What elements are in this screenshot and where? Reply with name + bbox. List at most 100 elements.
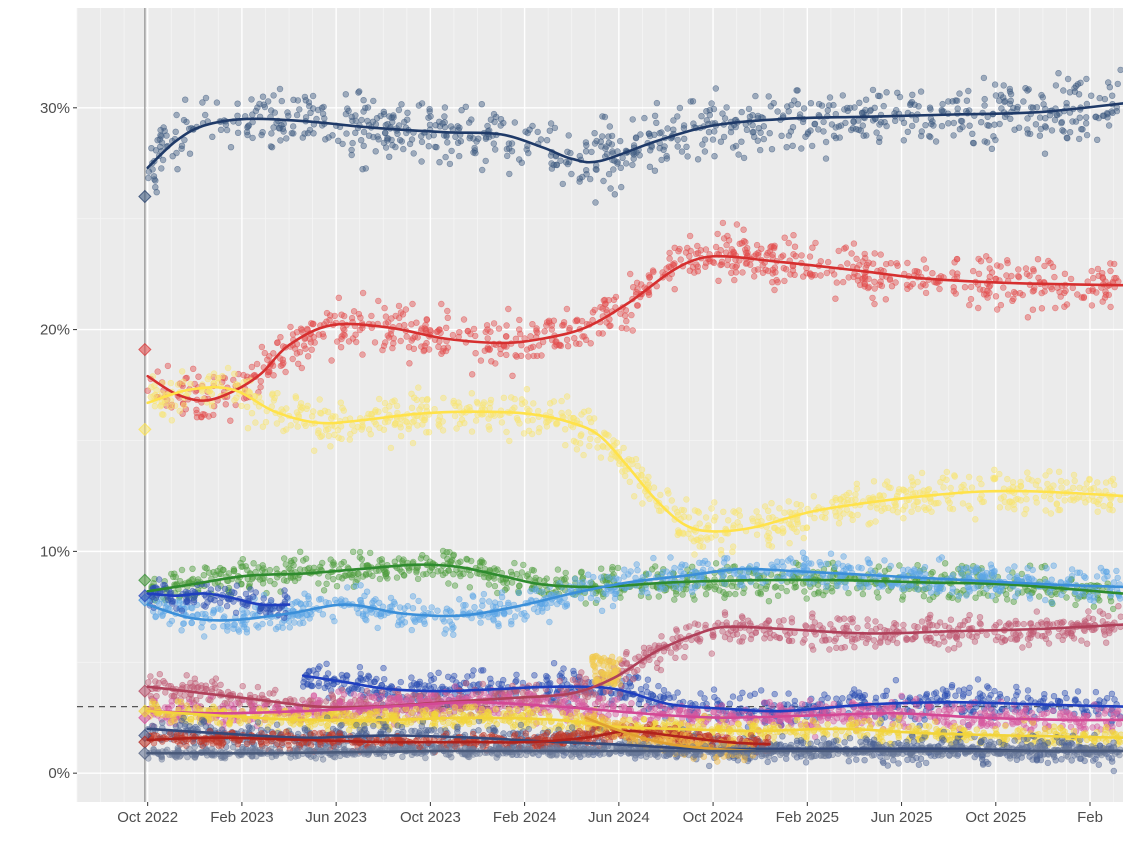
poll-point [396,136,404,144]
poll-point [400,571,407,579]
poll-point [1048,127,1056,134]
poll-point [826,94,834,101]
poll-point [932,138,940,145]
poll-point [421,682,429,689]
poll-point [1041,150,1049,157]
poll-point [928,508,935,515]
poll-point [728,582,736,590]
poll-point [831,563,839,570]
poll-point [304,353,312,360]
poll-point [683,143,690,151]
poll-point [202,111,209,119]
poll-point [426,108,433,115]
poll-point [988,145,996,153]
poll-point [1005,566,1012,573]
poll-point [787,128,795,135]
poll-point [267,577,274,585]
poll-point [976,495,984,503]
poll-point [543,322,550,329]
poll-point [646,147,654,154]
poll-point [908,122,916,130]
poll-point [769,270,776,277]
poll-point [1024,564,1031,572]
poll-point [221,585,229,593]
poll-point [723,241,730,249]
poll-point [794,87,801,94]
poll-point [387,444,395,452]
poll-point [1085,593,1093,600]
poll-point [861,275,869,282]
poll-point [289,355,296,363]
poll-point [671,505,678,512]
poll-point [578,568,585,575]
poll-point [304,402,311,409]
poll-point [1044,480,1051,488]
poll-point [206,388,213,395]
poll-point [242,563,250,570]
poll-point [248,410,256,417]
poll-point [1088,302,1096,309]
poll-point [883,478,891,485]
poll-point [423,339,430,347]
poll-point [541,577,548,585]
poll-point [1109,109,1116,117]
poll-point [530,567,537,574]
poll-point [267,143,275,150]
poll-point [1000,493,1007,500]
poll-point [694,268,702,275]
poll-point [429,571,436,578]
poll-point [963,97,971,104]
poll-point [956,90,963,97]
poll-point [754,112,762,120]
poll-point [950,132,957,139]
poll-point [186,150,194,157]
poll-point [409,419,416,426]
poll-point [923,692,930,699]
poll-point [563,393,571,400]
poll-point [917,132,925,140]
poll-point [204,375,212,383]
poll-point [450,631,457,638]
poll-point [397,678,404,686]
poll-point [1012,593,1019,600]
poll-point [671,564,678,572]
poll-point [1092,688,1100,696]
poll-point [591,130,598,137]
poll-point [677,256,684,263]
poll-point [743,126,751,134]
poll-point [297,325,305,332]
poll-point [1107,303,1114,311]
poll-point [990,133,997,140]
poll-point [249,111,256,118]
poll-point [568,170,575,178]
poll-point [803,595,810,602]
poll-point [912,116,920,123]
poll-point [778,584,785,591]
poll-point [390,112,397,119]
poll-point [950,284,957,291]
poll-point [460,601,467,609]
poll-point [646,163,654,171]
poll-point [315,679,323,687]
poll-point [840,510,847,517]
poll-point [1023,270,1031,278]
poll-point [270,350,277,357]
poll-point [629,327,636,334]
poll-point [397,432,405,440]
poll-point [746,261,754,268]
poll-point [168,598,176,605]
poll-point [746,692,754,699]
poll-point [1006,100,1014,108]
poll-point [865,283,873,291]
poll-point [873,589,881,596]
poll-point [619,468,626,475]
poll-point [617,164,624,172]
poll-point [909,280,916,288]
poll-point [753,241,761,249]
poll-point [586,442,593,450]
poll-point [580,451,587,459]
poll-point [869,260,877,267]
poll-point [548,322,555,329]
poll-point [503,351,510,359]
poll-point [655,507,663,514]
